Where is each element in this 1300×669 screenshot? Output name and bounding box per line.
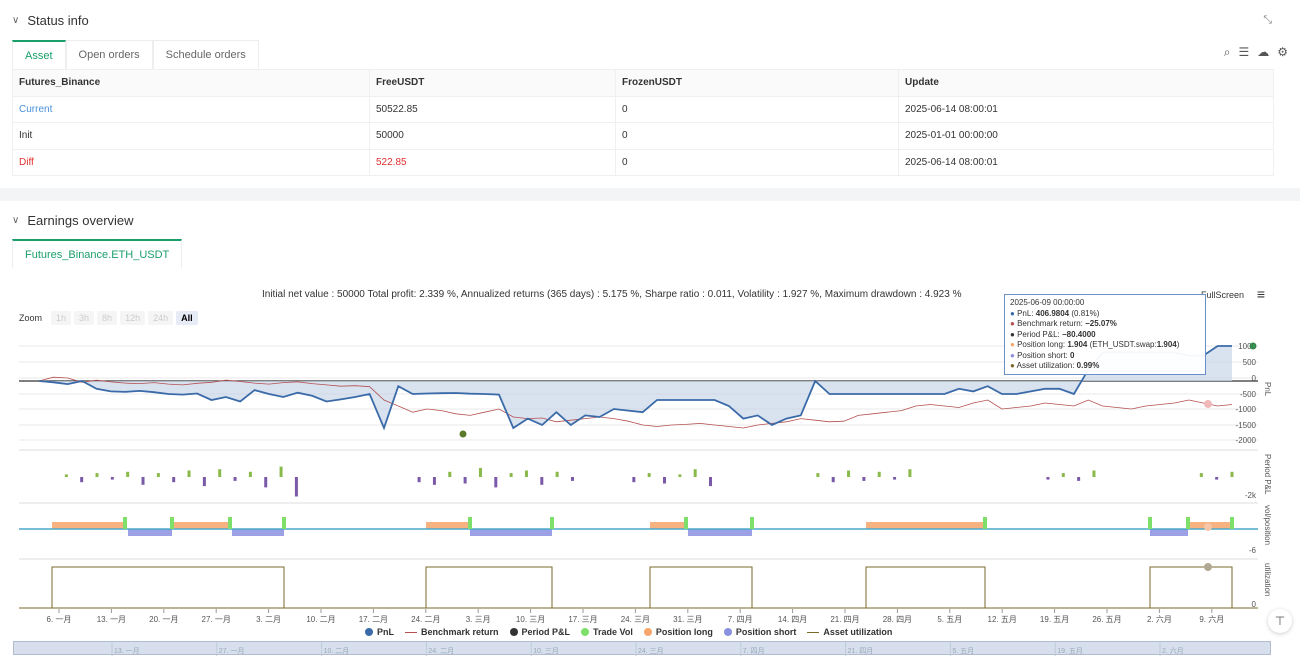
navigator-tick-label: 10. 二月 (324, 647, 350, 655)
fullscreen-button[interactable]: FullScreen (1200, 290, 1244, 300)
navigator-tick-label: 27. 一月 (219, 647, 245, 655)
status-tabs: Asset Open orders Schedule orders (12, 40, 259, 69)
tooltip-long: ● Position long: 1.904 (ETH_USDT.swap:1.… (1010, 340, 1180, 349)
zoom-3h[interactable]: 3h (74, 311, 95, 325)
chart-tooltip: 2025-06-09 00:00:00 ● PnL: 406.9804 (0.8… (1004, 294, 1206, 375)
zoom-12h[interactable]: 12h (120, 311, 146, 325)
vol-axis-label: vol/position (1263, 505, 1272, 546)
legend-period[interactable]: Period P&L (509, 627, 570, 637)
chevron-down-icon: ∨ (12, 15, 20, 26)
tab-open-orders[interactable]: Open orders (65, 40, 153, 69)
column-header: FrozenUSDT (615, 69, 899, 97)
navigator-tick-label: 7. 四月 (743, 647, 765, 655)
zoom-24h[interactable]: 24h (148, 311, 174, 325)
cell-frozen: 0 (615, 122, 899, 150)
gear-icon[interactable]: ⚙ (1277, 45, 1288, 59)
legend-trade-vol[interactable]: Trade Vol (581, 627, 633, 637)
column-header: Update (898, 69, 1274, 97)
cell-frozen: 0 (615, 148, 899, 176)
table-row: Init 50000 0 2025-01-01 00:00:00 (12, 122, 1274, 150)
chart-summary: Initial net value : 50000 Total profit: … (262, 289, 962, 300)
legend-position-long[interactable]: Position long (643, 627, 713, 637)
status-panel: ∨ Status info ⤡ Asset Open orders Schedu… (0, 0, 1300, 188)
zoom-8h[interactable]: 8h (97, 311, 118, 325)
legend-position-short[interactable]: Position short (723, 627, 796, 637)
row-label-current: Current (12, 95, 370, 123)
tooltip-date: 2025-06-09 00:00:00 (1010, 298, 1085, 307)
table-row: Current 50522.85 0 2025-06-14 08:00:01 (12, 95, 1274, 123)
tooltip-benchmark: ● Benchmark return: −25.07% (1010, 319, 1117, 328)
zoom-1h[interactable]: 1h (51, 311, 72, 325)
zoom-controls: Zoom 1h 3h 8h 12h 24h All (19, 311, 198, 325)
table-row: Diff 522.85 0 2025-06-14 08:00:01 (12, 148, 1274, 176)
navigator-tick-label: 13. 一月 (114, 647, 140, 655)
status-section-header[interactable]: ∨ Status info (12, 13, 89, 28)
row-label-diff: Diff (12, 148, 370, 176)
legend-benchmark[interactable]: Benchmark return (405, 627, 499, 637)
navigator-tick-label: 2. 六月 (1162, 646, 1184, 655)
pnl-axis-label: PnL (1263, 382, 1272, 397)
zoom-all[interactable]: All (176, 311, 198, 325)
cloud-download-icon[interactable]: ☁ (1257, 45, 1270, 59)
earnings-panel: ∨ Earnings overview Futures_Binance.ETH_… (0, 201, 1300, 669)
back-to-top-button[interactable]: ⊤ (1268, 609, 1292, 633)
asset-table: Futures_Binance FreeUSDT FrozenUSDT Upda… (12, 69, 1274, 176)
zoom-label: Zoom (19, 313, 43, 323)
table-header-row: Futures_Binance FreeUSDT FrozenUSDT Upda… (12, 69, 1274, 97)
status-title: Status info (27, 13, 89, 28)
chevron-down-icon: ∨ (12, 215, 20, 226)
chart-menu-icon[interactable]: ≡ (1256, 286, 1265, 302)
navigator-tick-label: 10. 三月 (533, 647, 559, 655)
tooltip-short: ● Position short: 0 (1010, 350, 1075, 360)
column-header: Futures_Binance (12, 69, 370, 97)
cell-free: 522.85 (369, 148, 616, 176)
chart-navigator[interactable]: 13. 一月 27. 一月 10. 二月 24. 二月 10. 三月 24. 三月 7. 四… (13, 641, 1271, 656)
cell-free: 50522.85 (369, 95, 616, 123)
navigator-tick-label: 21. 四月 (848, 647, 874, 655)
legend-pnl[interactable]: PnL (365, 627, 394, 637)
chart-legend: PnL Benchmark return Period P&L Trade Vo… (365, 627, 892, 637)
row-label-init: Init (12, 122, 370, 150)
cell-frozen: 0 (615, 95, 899, 123)
cell-free: 50000 (369, 122, 616, 150)
earnings-section-header[interactable]: ∨ Earnings overview (12, 213, 134, 228)
table-toolbar: ⌕ ☰ ☁ ⚙ (1224, 45, 1288, 60)
columns-icon[interactable]: ☰ (1238, 45, 1250, 59)
navigator-tick-label: 5. 五月 (952, 647, 974, 655)
cell-update: 2025-06-14 08:00:01 (898, 148, 1274, 176)
navigator-tick-label: 19. 五月 (1057, 647, 1083, 655)
tooltip-pnl: ● PnL: 406.9804 (0.81%) (1010, 308, 1100, 318)
cell-update: 2025-01-01 00:00:00 (898, 122, 1274, 150)
period-axis-label: Period P&L (1263, 454, 1272, 495)
navigator-tick-label: 24. 二月 (428, 647, 454, 655)
earnings-tabs: Futures_Binance.ETH_USDT (12, 239, 183, 268)
util-axis-label: utilization (1263, 563, 1272, 597)
search-icon[interactable]: ⌕ (1223, 45, 1231, 59)
navigator-tick-label: 24. 三月 (638, 647, 664, 655)
earnings-title: Earnings overview (27, 213, 134, 228)
cell-update: 2025-06-14 08:00:01 (898, 95, 1274, 123)
expand-icon[interactable]: ⤡ (1263, 14, 1272, 26)
tab-eth-usdt[interactable]: Futures_Binance.ETH_USDT (12, 239, 183, 268)
tooltip-period: ● Period P&L: −80.4000 (1010, 329, 1096, 339)
tab-asset[interactable]: Asset (12, 40, 66, 69)
legend-asset-util[interactable]: Asset utilization (807, 627, 892, 637)
tab-schedule-orders[interactable]: Schedule orders (152, 40, 259, 69)
column-header: FreeUSDT (369, 69, 616, 97)
tooltip-util: ● Asset utilization: 0.99% (1010, 361, 1100, 370)
